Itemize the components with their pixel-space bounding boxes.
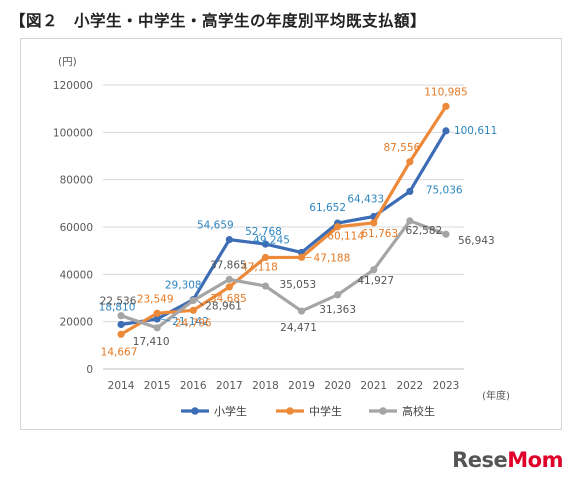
data-label: 23,549 <box>137 293 174 305</box>
x-tick-label: 2016 <box>180 380 207 392</box>
data-label: 100,611 <box>454 125 497 137</box>
data-label: 52,768 <box>245 226 282 238</box>
x-tick-label: 2015 <box>144 380 171 392</box>
data-point <box>297 307 306 315</box>
y-tick-label: 100000 <box>53 127 93 139</box>
data-label: 64,433 <box>347 194 384 206</box>
x-tick-label: 2017 <box>216 380 243 392</box>
data-point <box>225 283 233 291</box>
chart-area: 0 20000 40000 60000 80000 100000 120000 (円) 2014… <box>20 38 562 430</box>
series-line-2 <box>119 219 448 330</box>
legend-marker <box>379 407 387 415</box>
data-point <box>189 296 197 305</box>
data-label: 75,036 <box>426 184 463 196</box>
x-tick-label: 2020 <box>324 380 351 392</box>
y-tick-label: 80000 <box>60 175 93 187</box>
label-leader <box>196 300 204 306</box>
data-point <box>225 236 233 244</box>
chart-title: 【図２ 小学生・中学生・高学生の年度別平均既支払額】 <box>10 12 427 30</box>
x-tick-label: 2014 <box>108 380 135 392</box>
y-tick-label: 60000 <box>60 222 93 234</box>
data-label: 24,471 <box>280 322 317 334</box>
y-axis-label: (円) <box>58 56 77 68</box>
series-line-1 <box>119 104 448 336</box>
data-point <box>189 306 197 314</box>
data-label: 47,118 <box>241 261 278 273</box>
data-label: 29,308 <box>165 280 202 292</box>
data-point <box>334 223 342 231</box>
data-point <box>261 240 270 248</box>
series-line-0 <box>119 129 448 327</box>
x-tick-label: 2019 <box>288 380 315 392</box>
y-tick-label: 40000 <box>60 269 93 281</box>
x-tick-label: 2023 <box>433 380 460 392</box>
data-point <box>334 291 342 299</box>
data-point <box>153 324 161 332</box>
data-point <box>225 275 233 283</box>
data-point <box>117 330 125 338</box>
line-chart: 0 20000 40000 60000 80000 100000 120000 (円) 2014… <box>53 56 510 418</box>
legend-label: 小学生 <box>214 404 247 418</box>
data-label: 56,943 <box>458 235 495 247</box>
data-point <box>406 187 414 196</box>
legend-marker <box>191 407 199 415</box>
legend-marker <box>286 407 294 415</box>
data-label: 24,796 <box>175 317 212 329</box>
x-tick-label: 2018 <box>252 380 279 392</box>
data-point <box>117 320 125 329</box>
x-tick-label: 2022 <box>396 380 423 392</box>
data-point <box>153 309 161 317</box>
data-point <box>406 217 414 225</box>
data-point <box>261 282 270 290</box>
data-label: 22,536 <box>100 296 137 308</box>
data-point <box>370 266 378 274</box>
data-point <box>406 158 414 166</box>
data-label: 31,363 <box>319 304 356 316</box>
data-label: 87,556 <box>383 142 420 154</box>
data-label: 34,685 <box>210 293 247 305</box>
data-label: 21,142 <box>172 316 209 328</box>
data-label: 37,865 <box>210 259 247 271</box>
data-point <box>442 230 450 238</box>
data-point <box>442 127 450 135</box>
x-tick-label: 2021 <box>360 380 387 392</box>
data-point <box>153 315 161 323</box>
x-axis-label: (年度) <box>482 389 510 402</box>
data-label: 35,053 <box>279 279 316 291</box>
data-point <box>297 253 306 261</box>
data-label: 110,985 <box>424 86 467 98</box>
y-tick-label: 20000 <box>60 317 93 329</box>
data-label: 47,188 <box>314 252 351 264</box>
data-label: 18,810 <box>99 301 136 313</box>
data-label: 62,582 <box>405 225 442 237</box>
data-point <box>117 312 125 320</box>
data-label: 60,114 <box>327 231 364 243</box>
data-label: 61,652 <box>309 202 346 214</box>
data-label: 14,667 <box>101 346 138 358</box>
data-label: 49,245 <box>253 234 290 246</box>
y-tick-label: 0 <box>86 364 93 376</box>
label-leader <box>161 318 171 322</box>
resemom-logo: ReseMom <box>452 448 563 472</box>
data-point <box>370 219 378 227</box>
data-label: 17,410 <box>133 336 170 348</box>
data-label: 54,659 <box>197 220 234 232</box>
legend-label: 高校生 <box>402 404 435 418</box>
data-point <box>442 102 450 110</box>
legend-label: 中学生 <box>309 404 342 418</box>
y-tick-label: 120000 <box>53 80 93 92</box>
data-label: 28,961 <box>205 300 242 312</box>
data-point <box>261 253 270 262</box>
data-label: 61,763 <box>361 228 398 240</box>
data-label: 41,927 <box>357 275 394 287</box>
